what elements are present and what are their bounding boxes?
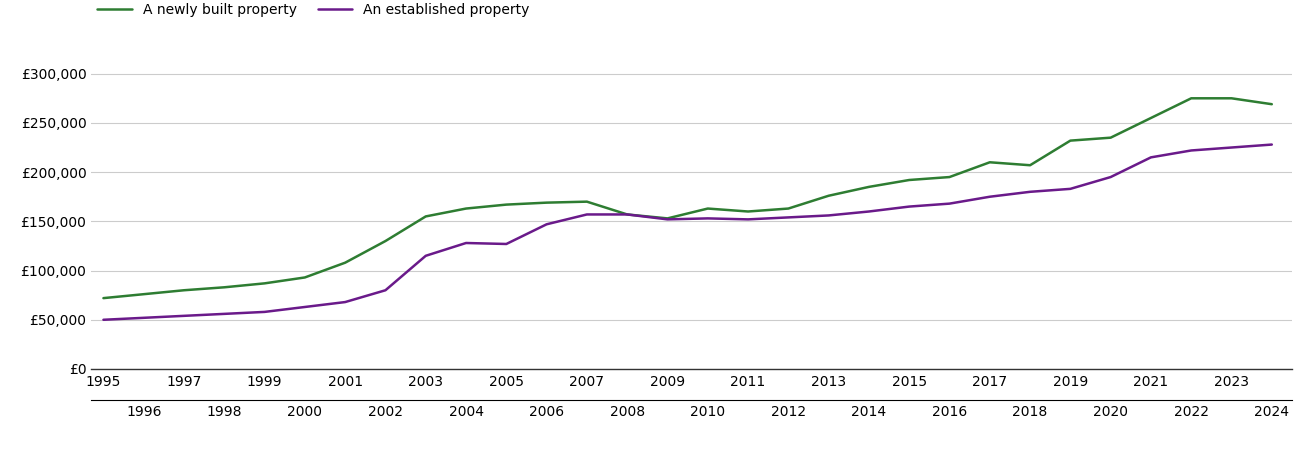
A newly built property bbox=[780, 206, 796, 211]
A newly built property bbox=[458, 206, 474, 211]
A newly built property bbox=[699, 206, 715, 211]
An established property bbox=[176, 313, 192, 319]
A newly built property bbox=[217, 284, 232, 290]
An established property bbox=[1022, 189, 1037, 194]
A newly built property bbox=[1143, 115, 1159, 121]
A newly built property bbox=[377, 238, 393, 244]
Line: A newly built property: A newly built property bbox=[103, 98, 1272, 298]
A newly built property bbox=[1103, 135, 1118, 140]
An established property bbox=[942, 201, 958, 206]
A newly built property bbox=[579, 199, 595, 204]
An established property bbox=[418, 253, 433, 258]
An established property bbox=[740, 216, 756, 222]
An established property bbox=[136, 315, 151, 320]
A newly built property bbox=[499, 202, 514, 207]
A newly built property bbox=[1184, 95, 1199, 101]
A newly built property bbox=[659, 216, 675, 221]
An established property bbox=[1143, 155, 1159, 160]
Legend: A newly built property, An established property: A newly built property, An established p… bbox=[91, 0, 535, 22]
A newly built property bbox=[136, 292, 151, 297]
An established property bbox=[1224, 145, 1240, 150]
A newly built property bbox=[620, 212, 636, 217]
An established property bbox=[579, 212, 595, 217]
An established property bbox=[620, 212, 636, 217]
An established property bbox=[95, 317, 111, 323]
A newly built property bbox=[176, 288, 192, 293]
An established property bbox=[1265, 142, 1280, 147]
A newly built property bbox=[981, 160, 997, 165]
A newly built property bbox=[861, 184, 877, 189]
An established property bbox=[257, 309, 273, 315]
A newly built property bbox=[95, 295, 111, 301]
A newly built property bbox=[821, 193, 837, 198]
A newly built property bbox=[1265, 102, 1280, 107]
An established property bbox=[821, 213, 837, 218]
An established property bbox=[499, 241, 514, 247]
An established property bbox=[458, 240, 474, 246]
An established property bbox=[377, 288, 393, 293]
Line: An established property: An established property bbox=[103, 144, 1272, 320]
A newly built property bbox=[740, 209, 756, 214]
A newly built property bbox=[337, 260, 352, 265]
An established property bbox=[217, 311, 232, 317]
An established property bbox=[659, 216, 675, 222]
An established property bbox=[298, 304, 313, 310]
An established property bbox=[1103, 174, 1118, 180]
A newly built property bbox=[1062, 138, 1078, 143]
A newly built property bbox=[1022, 162, 1037, 168]
An established property bbox=[780, 215, 796, 220]
A newly built property bbox=[539, 200, 555, 205]
A newly built property bbox=[418, 214, 433, 219]
An established property bbox=[861, 209, 877, 214]
An established property bbox=[699, 216, 715, 221]
A newly built property bbox=[257, 281, 273, 286]
An established property bbox=[1062, 186, 1078, 192]
A newly built property bbox=[902, 177, 917, 183]
An established property bbox=[1184, 148, 1199, 153]
A newly built property bbox=[942, 174, 958, 180]
An established property bbox=[337, 299, 352, 305]
An established property bbox=[902, 204, 917, 209]
A newly built property bbox=[1224, 95, 1240, 101]
A newly built property bbox=[298, 275, 313, 280]
An established property bbox=[981, 194, 997, 199]
An established property bbox=[539, 221, 555, 227]
